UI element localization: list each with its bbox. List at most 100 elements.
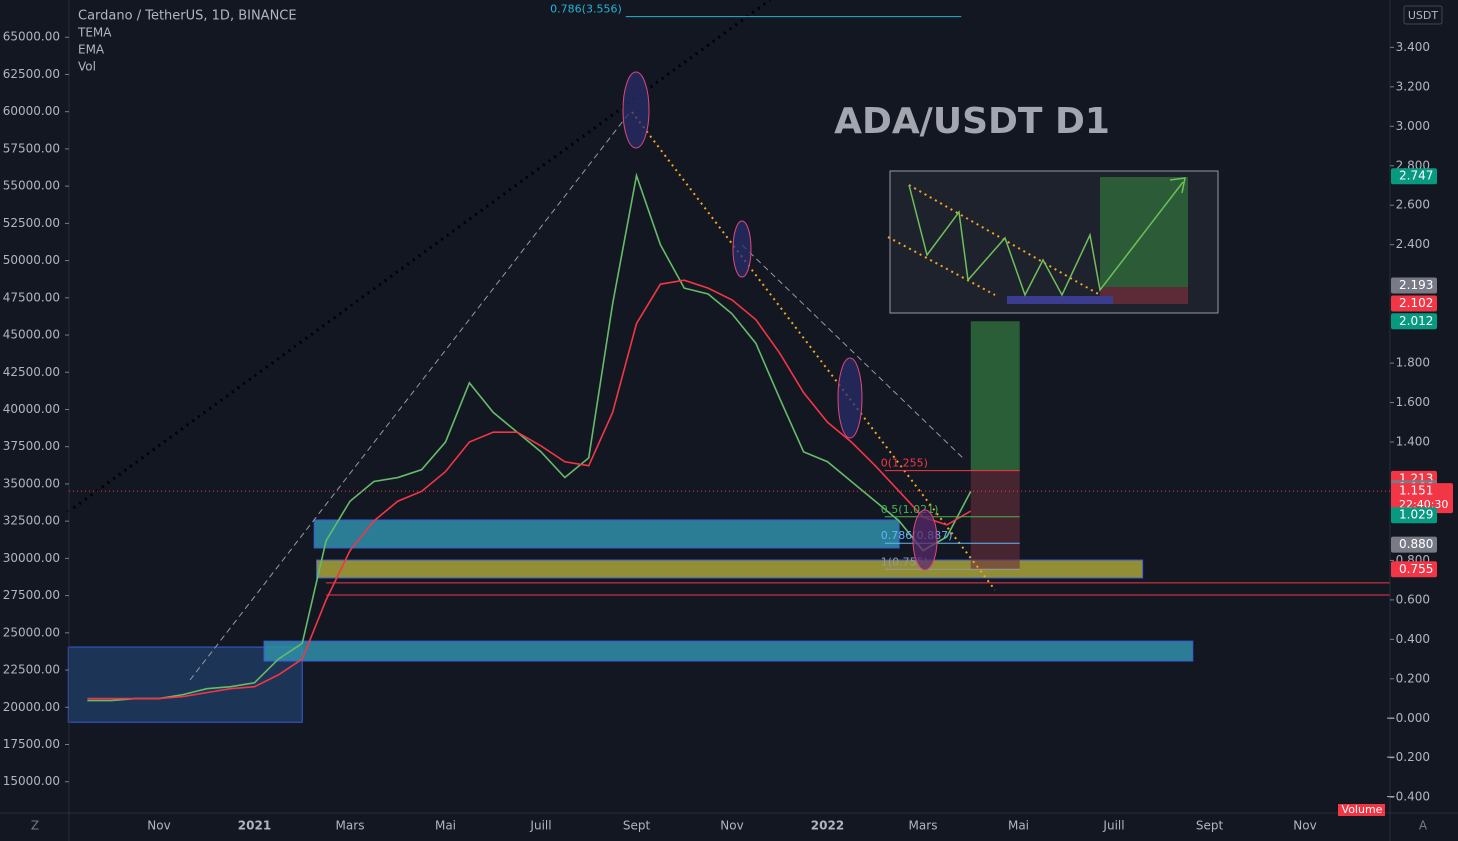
- price-label-box: [1391, 483, 1453, 514]
- axes: 3.4003.2003.0002.8002.6002.4001.8001.600…: [3, 30, 1453, 833]
- y-tick-label: 1.600: [1396, 395, 1430, 409]
- x-tick-label: Nov: [1293, 819, 1316, 833]
- price-label-box: [1391, 507, 1437, 524]
- x-tick-label: Mars: [909, 819, 938, 833]
- inset-path: [908, 181, 1184, 297]
- series-line: [87, 172, 972, 702]
- highlight-ellipse: [622, 71, 650, 149]
- y2-tick-label: 42500.00: [3, 365, 60, 379]
- y2-tick-label: 20000.00: [3, 700, 60, 714]
- chart-title: ADA/USDT D1: [834, 101, 1110, 142]
- zone: [316, 559, 1144, 579]
- y-tick-label: 1.400: [1396, 435, 1430, 449]
- y-tick-label: 0.400: [1396, 632, 1430, 646]
- y-tick-label: 3.200: [1396, 79, 1430, 93]
- symbol: Cardano / TetherUS, 1D, BINANCE: [78, 9, 297, 24]
- y2-tick-label: 60000.00: [3, 104, 60, 118]
- y-tick-label: 0.200: [1396, 671, 1430, 685]
- currency: USDT: [1408, 9, 1439, 22]
- trend-line: [741, 244, 966, 461]
- price-label-box: [1391, 168, 1437, 185]
- x-tick-label: Juill: [1102, 819, 1124, 833]
- fib-label: 0.786(3.556): [550, 3, 622, 16]
- button[interactable]: A: [1419, 819, 1428, 833]
- price-label: 0.755: [1399, 562, 1433, 576]
- x-tick-label: 2021: [238, 819, 271, 833]
- y2-tick-label: 40000.00: [3, 402, 60, 416]
- inset-arrow: [1169, 177, 1186, 194]
- legend-entry: TEMA: [77, 26, 112, 40]
- y-tick-label: −0.400: [1386, 790, 1430, 804]
- price-label: 2.012: [1399, 314, 1433, 328]
- y-tick-label: 3.400: [1396, 40, 1430, 54]
- y2-tick-label: 17500.00: [3, 737, 60, 751]
- button[interactable]: Z: [31, 819, 39, 833]
- inset-zone: [1007, 296, 1113, 304]
- y2-tick-label: 15000.00: [3, 774, 60, 788]
- highlight-ellipse: [912, 509, 938, 571]
- x-tick-label: Mai: [1008, 819, 1029, 833]
- zones: [67, 321, 1390, 723]
- inset-line: [908, 184, 1101, 296]
- x-tick-label: Juill: [529, 819, 551, 833]
- y2-tick-label: 45000.00: [3, 328, 60, 342]
- x-tick-label: Sept: [623, 819, 651, 833]
- highlight-ellipse: [732, 220, 752, 278]
- currency-box: [1403, 5, 1443, 25]
- y2-tick-label: 57500.00: [3, 141, 60, 155]
- y-tick-label: 0.600: [1396, 592, 1430, 606]
- y-tick-label: −0.200: [1386, 750, 1430, 764]
- y2-tick-label: 25000.00: [3, 625, 60, 639]
- pattern-inset: [887, 170, 1219, 314]
- x-tick-label: Nov: [147, 819, 170, 833]
- y2-tick-label: 62500.00: [3, 67, 60, 81]
- price-label-box: [1391, 536, 1437, 553]
- price-label-box: [1391, 277, 1437, 294]
- price-label: 2.193: [1399, 278, 1433, 292]
- price-label: 2.747: [1399, 169, 1433, 183]
- legend-entry: Vol: [78, 60, 96, 74]
- y2-tick-label: 35000.00: [3, 476, 60, 490]
- price-label-box: [1391, 561, 1437, 578]
- legend-entry: EMA: [78, 43, 105, 57]
- y2-tick-label: 50000.00: [3, 253, 60, 267]
- price-label: 1.151: [1399, 484, 1433, 498]
- y-tick-label: 2.400: [1396, 237, 1430, 251]
- price-label: 0.880: [1399, 537, 1433, 551]
- y2-tick-label: 22500.00: [3, 663, 60, 677]
- y2-tick-label: 55000.00: [3, 179, 60, 193]
- y2-tick-label: 52500.00: [3, 216, 60, 230]
- y2-tick-label: 32500.00: [3, 514, 60, 528]
- x-tick-label: Mai: [435, 819, 456, 833]
- volume-pane-tag: [1338, 804, 1385, 816]
- price-label-box: [1391, 313, 1437, 330]
- x-tick-label: 2022: [811, 819, 844, 833]
- zone: [313, 519, 900, 549]
- zone: [67, 646, 303, 723]
- volume-pane-label: Volume: [1342, 803, 1383, 816]
- y-tick-label: 2.600: [1396, 198, 1430, 212]
- series-line: [87, 279, 972, 700]
- x-tick-label: Sept: [1196, 819, 1224, 833]
- inset-line: [887, 236, 996, 296]
- highlight-ellipse: [837, 357, 863, 439]
- fib-label: 0(1.255): [881, 457, 928, 470]
- trend-line: [67, 0, 771, 514]
- y2-tick-label: 27500.00: [3, 588, 60, 602]
- y-tick-label: −0.000: [1386, 711, 1430, 725]
- y-tick-label: 3.000: [1396, 119, 1430, 133]
- y2-tick-label: 30000.00: [3, 551, 60, 565]
- position-stop: [970, 470, 1020, 570]
- y-tick-label: 1.800: [1396, 356, 1430, 370]
- zone: [263, 640, 1194, 662]
- right-axis-panel: [1390, 0, 1458, 841]
- price-label-box: [1391, 295, 1437, 312]
- trend-line: [631, 111, 996, 591]
- inset-stop: [1100, 287, 1188, 304]
- position-target: [970, 321, 1020, 471]
- price-label: 1.029: [1399, 508, 1433, 522]
- y2-tick-label: 65000.00: [3, 30, 60, 44]
- x-tick-label: Mars: [336, 819, 365, 833]
- price-label: 2.102: [1399, 296, 1433, 310]
